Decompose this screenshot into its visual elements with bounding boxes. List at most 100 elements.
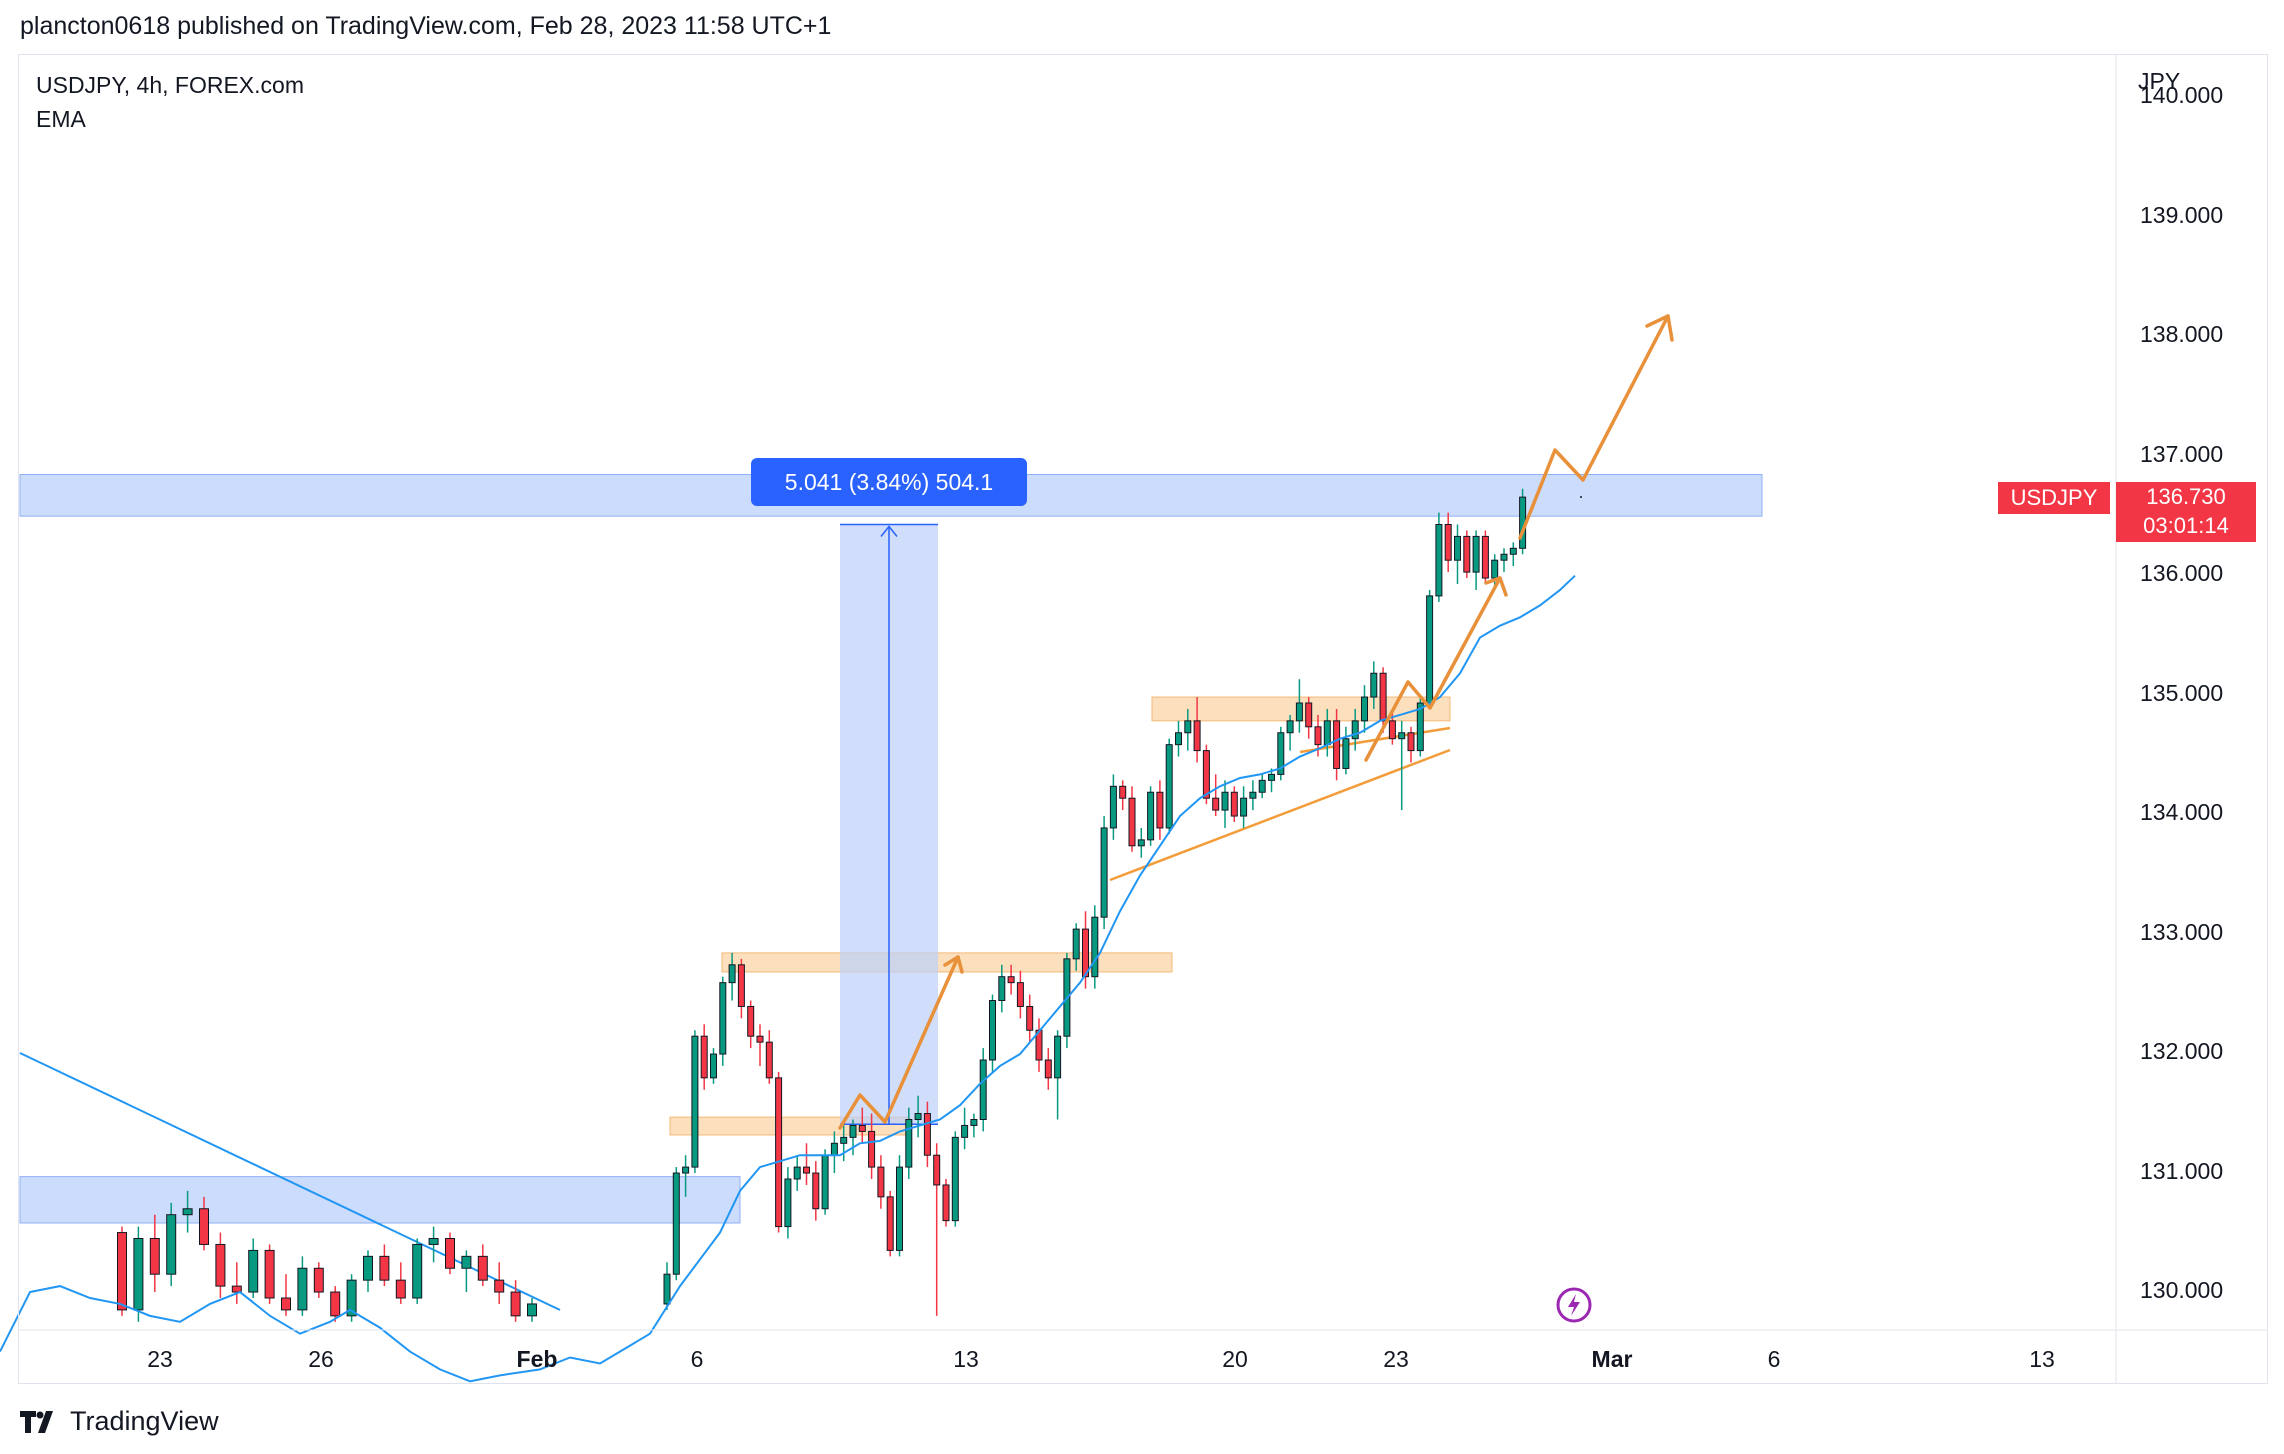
- candle: [756, 1024, 764, 1066]
- candle-body: [1463, 535, 1471, 573]
- candle-body: [1240, 797, 1248, 817]
- candle: [1463, 530, 1471, 579]
- support-trendline-1: [1109, 748, 1451, 882]
- candle-body: [133, 1238, 144, 1311]
- candle-body: [812, 1172, 820, 1210]
- candle-body: [1091, 916, 1099, 978]
- candle: [1435, 512, 1443, 602]
- price-tick: 138.000: [2140, 321, 2224, 347]
- candle: [1007, 964, 1015, 995]
- candle: [445, 1232, 455, 1275]
- candle-body: [737, 964, 745, 1007]
- candle-body: [281, 1297, 291, 1311]
- candle-body: [877, 1166, 885, 1198]
- candle: [961, 1107, 969, 1150]
- candle-body: [1342, 738, 1350, 769]
- candle-body: [784, 1178, 792, 1228]
- candle: [428, 1226, 439, 1263]
- price-tick: 140.000: [2140, 82, 2224, 108]
- candle: [849, 1119, 857, 1156]
- candle-body: [149, 1238, 160, 1275]
- candle: [989, 994, 996, 1072]
- date-tick: Mar: [1591, 1346, 1633, 1372]
- candle: [923, 1101, 931, 1168]
- candle-body: [264, 1249, 275, 1299]
- candle-body: [510, 1291, 521, 1317]
- candle: [970, 1113, 978, 1138]
- candle: [1333, 708, 1341, 781]
- candle: [877, 1155, 885, 1209]
- candle: [1398, 720, 1406, 811]
- candle: [1054, 1030, 1062, 1120]
- published-info: plancton0618 published on TradingView.co…: [20, 12, 832, 40]
- candle-body: [691, 1035, 699, 1168]
- candle: [1128, 786, 1136, 852]
- candle: [281, 1274, 291, 1316]
- candle: [149, 1214, 160, 1293]
- candle-body: [1193, 720, 1201, 752]
- projection-path-2: [1364, 576, 1502, 762]
- chart-frame: [18, 54, 2268, 1384]
- zone-blue: [19, 1176, 741, 1224]
- candle-body: [231, 1285, 242, 1293]
- candle: [527, 1298, 537, 1322]
- candle-body: [951, 1136, 959, 1222]
- candle: [1295, 679, 1303, 733]
- candle-body: [1509, 547, 1517, 555]
- candle: [737, 958, 745, 1019]
- candle: [510, 1280, 521, 1322]
- axes-layer: [18, 54, 2268, 1384]
- candle: [691, 1030, 699, 1174]
- candle-body: [1444, 524, 1452, 561]
- candle: [1277, 726, 1285, 781]
- candle: [182, 1190, 193, 1233]
- candle: [1240, 786, 1248, 828]
- candle-body: [1212, 797, 1220, 811]
- candle-body: [1016, 982, 1024, 1007]
- candle: [477, 1244, 488, 1287]
- indicator-legend[interactable]: EMA: [36, 106, 86, 132]
- candle-body: [942, 1184, 950, 1222]
- candle-body: [379, 1255, 390, 1281]
- lightning-icon[interactable]: [1555, 1286, 1593, 1324]
- price-tick: 136.000: [2140, 560, 2224, 586]
- symbol-legend[interactable]: USDJPY, 4h, FOREX.com: [36, 72, 304, 98]
- price-tick: 133.000: [2140, 918, 2224, 945]
- candle: [1361, 685, 1368, 733]
- candle-body: [979, 1059, 987, 1120]
- candle-body: [199, 1208, 209, 1245]
- candle: [494, 1262, 505, 1304]
- candle: [1351, 708, 1359, 751]
- candle-body: [1100, 827, 1108, 918]
- candle-body: [1388, 720, 1396, 740]
- candle-body: [330, 1291, 341, 1317]
- candle: [1258, 774, 1266, 799]
- candle: [896, 1155, 903, 1257]
- candle-body: [682, 1166, 690, 1174]
- last-price-symbol: USDJPY: [1998, 482, 2110, 514]
- candle: [379, 1244, 390, 1287]
- last-price-tag: 136.730 03:01:14: [2116, 482, 2256, 542]
- candle-body: [297, 1267, 308, 1311]
- candle-body: [1165, 744, 1173, 829]
- candle: [1286, 714, 1294, 751]
- candle-body: [747, 1005, 755, 1037]
- projection-head-1: [943, 955, 964, 974]
- date-tick: 23: [1383, 1346, 1409, 1372]
- candle-body: [970, 1119, 978, 1126]
- candle: [1184, 708, 1192, 751]
- candle-body: [1295, 702, 1303, 722]
- candle: [133, 1226, 144, 1322]
- candle-body: [1109, 785, 1117, 829]
- candle-body: [803, 1166, 810, 1174]
- candle-body: [1026, 1005, 1034, 1031]
- candle: [1137, 827, 1145, 858]
- candle-body: [477, 1255, 488, 1281]
- candle-body: [1137, 839, 1145, 847]
- candle: [1221, 780, 1229, 828]
- candle-body: [1044, 1059, 1052, 1079]
- candle: [682, 1155, 690, 1197]
- tradingview-footer[interactable]: TradingView: [20, 1406, 219, 1437]
- candle: [1156, 780, 1164, 840]
